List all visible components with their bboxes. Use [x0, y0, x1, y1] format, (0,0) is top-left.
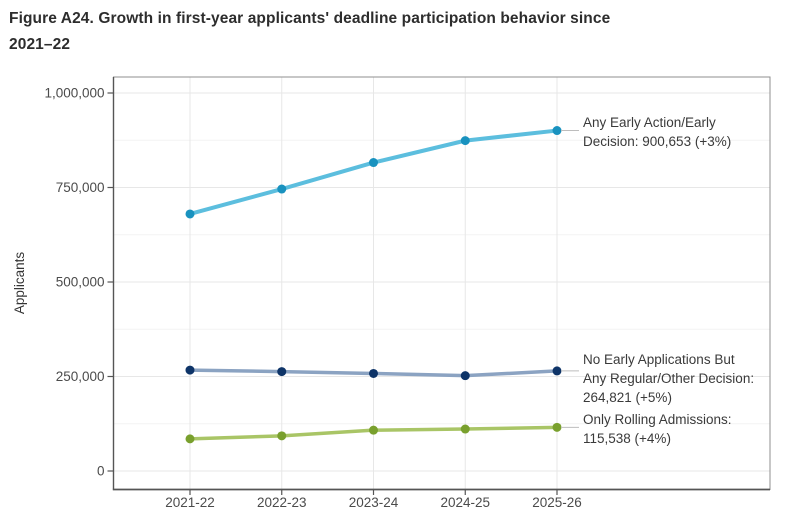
figure-title: Figure A24. Growth in first-year applica…: [9, 6, 759, 58]
data-point-s0-2025-26: [552, 126, 562, 136]
data-point-s0-2023-24: [369, 158, 378, 168]
data-point-s1-2021-22: [185, 365, 195, 375]
data-point-s0-2022-23: [277, 184, 287, 194]
y-tick-label: 1,000,000: [44, 86, 104, 101]
y-tick-label: 500,000: [56, 275, 105, 290]
y-tick-label: 750,000: [56, 180, 105, 195]
x-tick-label: 2025-26: [532, 495, 582, 510]
data-point-s2-2025-26: [552, 422, 562, 432]
figure-title-line-2: 2021–22: [9, 36, 71, 53]
data-point-s1-2024-25: [460, 371, 470, 381]
y-axis-title: Applicants: [12, 252, 27, 315]
series-annotation-s0-line0: Any Early Action/Early: [583, 115, 716, 130]
x-tick-label: 2024-25: [440, 495, 490, 510]
series-annotation-s1-line2: 264,821 (+5%): [583, 390, 672, 405]
data-point-s1-2022-23: [277, 367, 287, 377]
data-point-s0-2024-25: [460, 136, 470, 146]
data-point-s2-2021-22: [185, 434, 195, 444]
data-point-s2-2022-23: [277, 431, 287, 441]
series-annotation-s0-line1: Decision: 900,653 (+3%): [583, 134, 731, 149]
y-tick-label: 0: [97, 464, 105, 479]
data-point-s2-2023-24: [369, 425, 378, 435]
data-point-s2-2024-25: [460, 424, 470, 434]
series-annotation-s2-line1: 115,538 (+4%): [583, 431, 671, 446]
x-tick-label: 2023-24: [349, 495, 399, 510]
x-tick-label: 2022-23: [257, 495, 307, 510]
data-point-s0-2021-22: [185, 209, 195, 219]
data-point-s1-2025-26: [552, 366, 562, 376]
series-annotation-s1-line0: No Early Applications But: [583, 352, 735, 367]
data-point-s1-2023-24: [369, 368, 378, 378]
figure-title-line-1: Figure A24. Growth in first-year applica…: [9, 10, 611, 27]
y-tick-label: 250,000: [56, 369, 105, 384]
series-annotation-s1-line1: Any Regular/Other Decision:: [583, 371, 754, 386]
series-annotation-s2-line0: Only Rolling Admissions:: [583, 412, 732, 427]
x-tick-label: 2021-22: [165, 495, 215, 510]
